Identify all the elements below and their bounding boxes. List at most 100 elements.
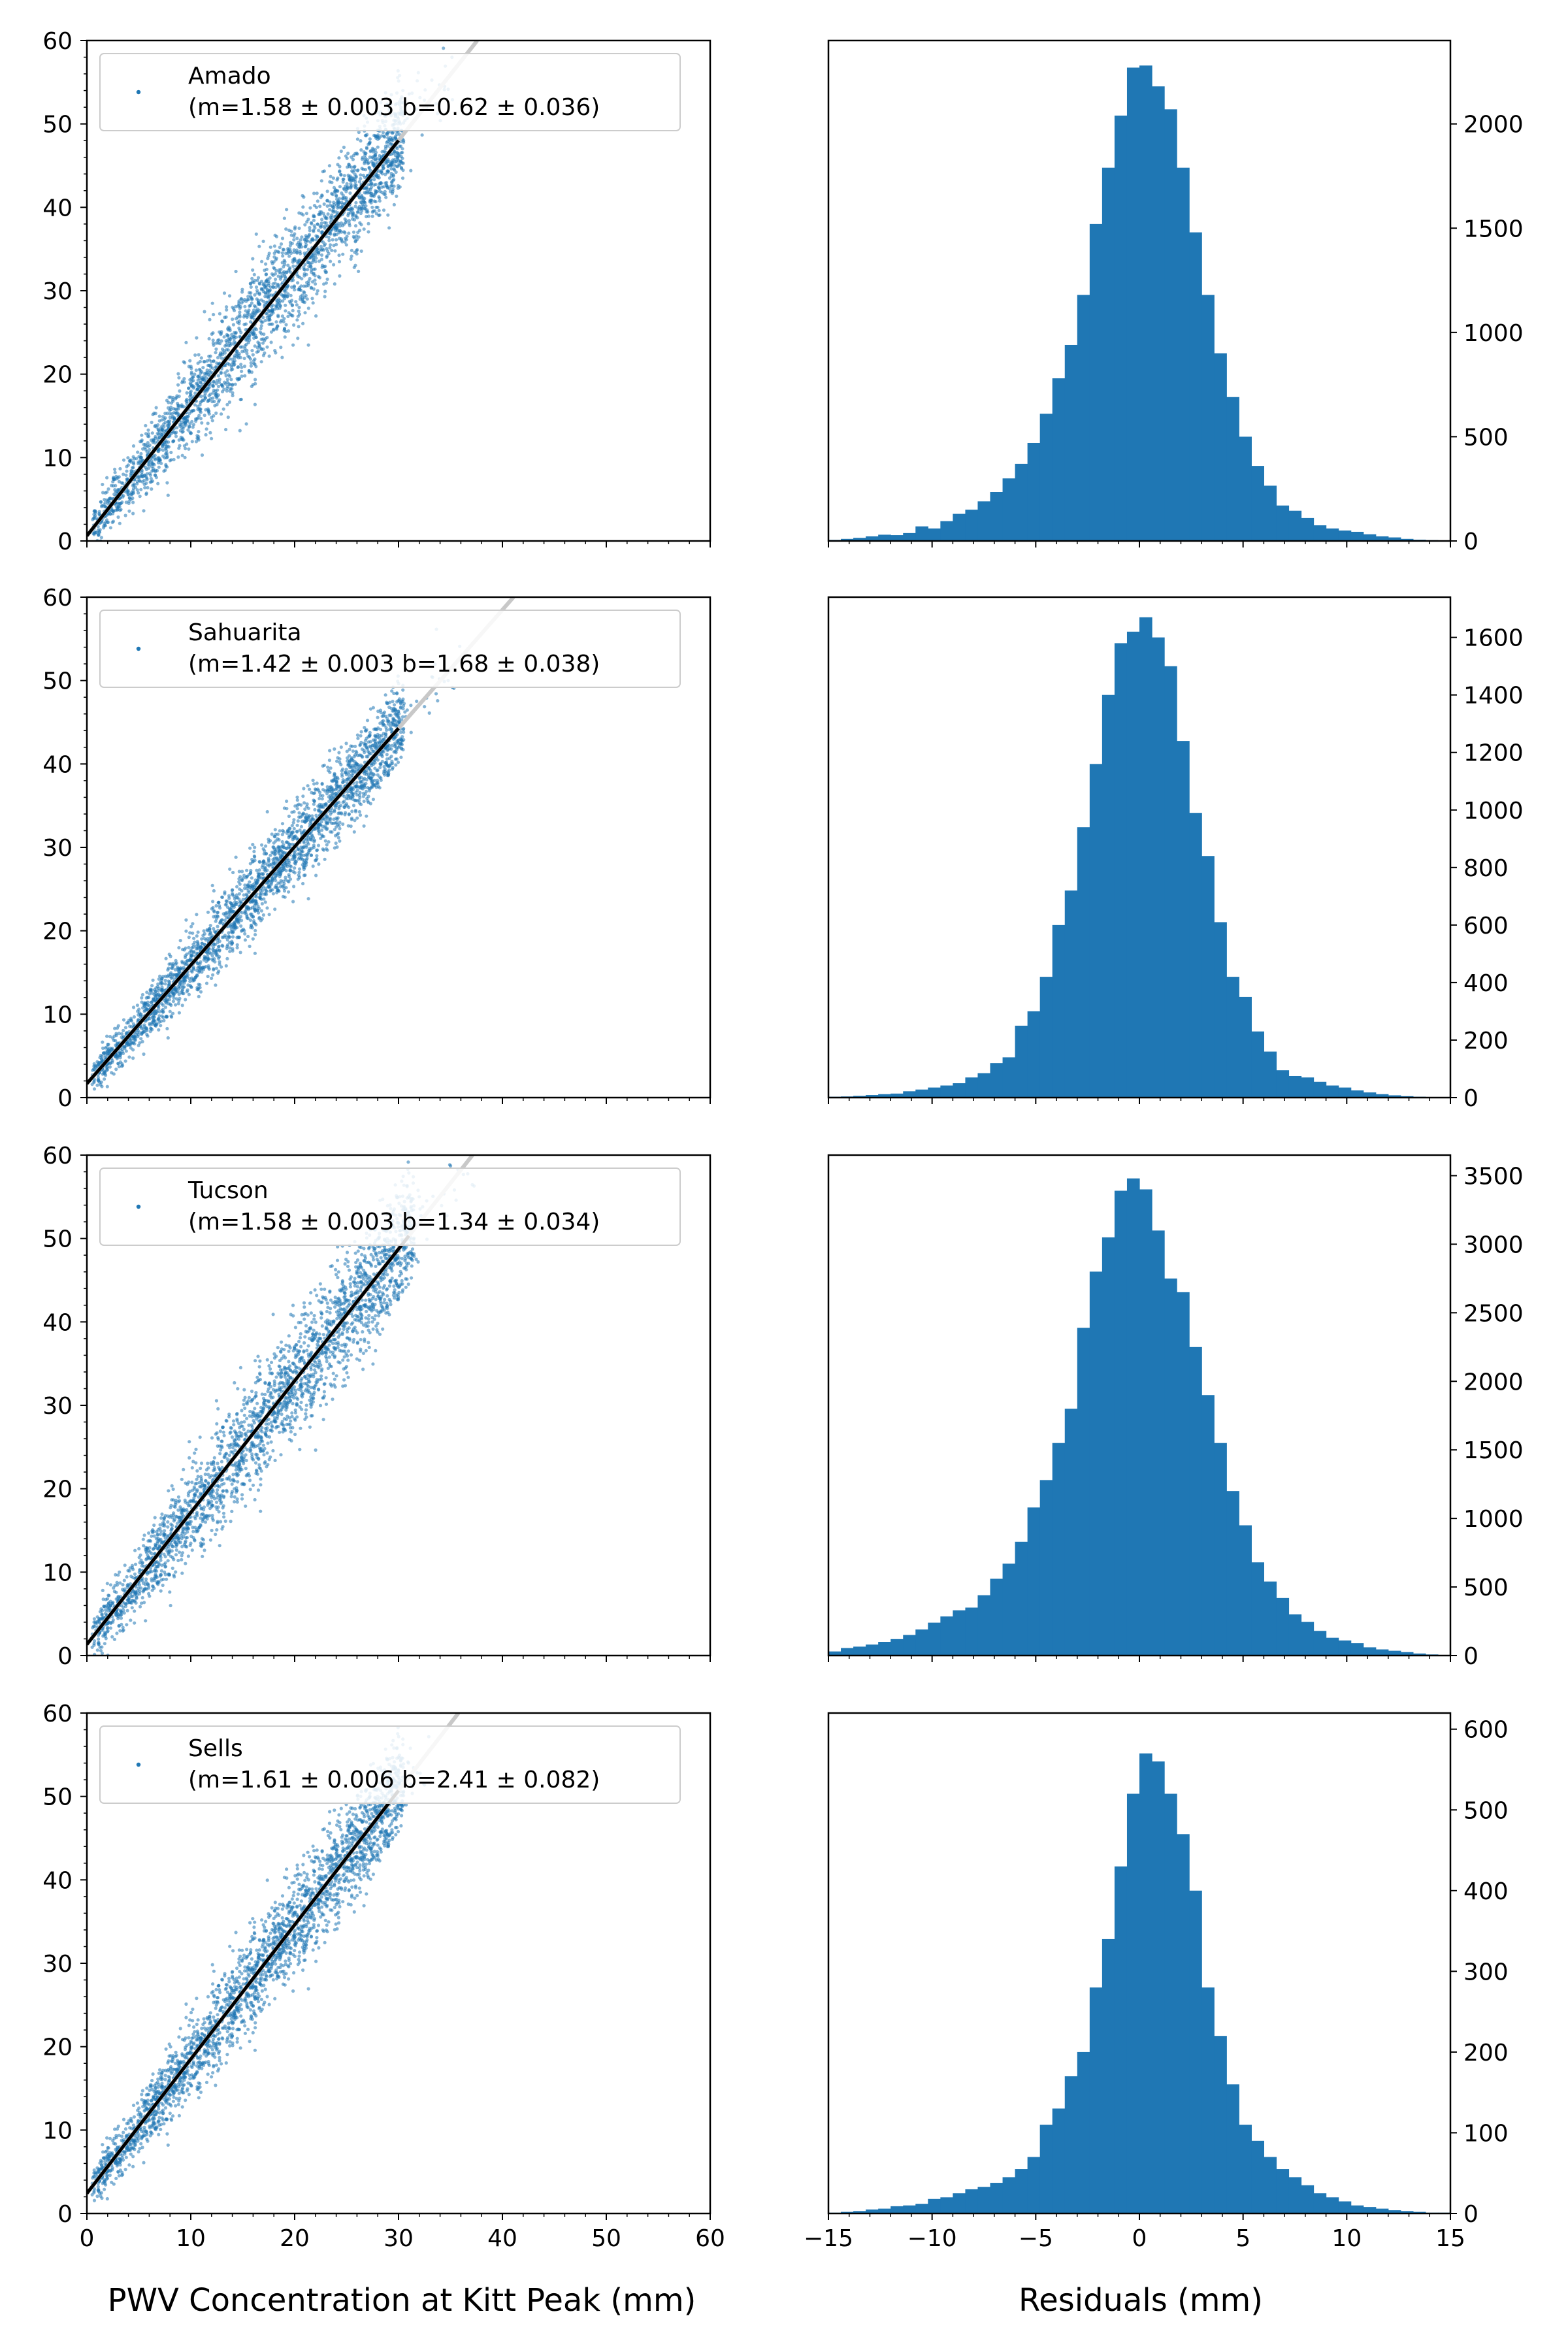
scatter-point [329,830,333,834]
scatter-point [261,316,265,319]
scatter-point [286,247,290,251]
scatter-point [195,417,199,421]
histogram-bar [940,521,953,541]
scatter-point [211,900,215,904]
scatter-point [344,243,348,247]
scatter-point [193,403,197,407]
scatter-point [311,778,315,782]
scatter-point [310,297,314,301]
scatter-point [397,154,400,158]
scatter-point [254,285,259,289]
histogram-bar [853,538,866,541]
scatter-point [168,459,172,463]
scatter-point [343,813,347,817]
scatter-point [276,299,280,303]
scatter-point [280,261,284,265]
scatter-point [187,936,191,939]
scatter-point [103,498,106,502]
scatter-point [216,945,221,949]
scatter-point [192,936,196,940]
scatter-point [292,257,296,261]
scatter-point [354,175,358,179]
scatter-point [312,791,317,795]
scatter-point [301,881,305,886]
scatter-point [336,836,340,840]
scatter-point [223,371,227,375]
scatter-point [386,165,390,169]
scatter-point [151,412,155,417]
scatter-point [353,239,358,243]
scatter-point [283,273,287,277]
scatter-point [317,862,321,866]
scatter-point [246,311,250,315]
scatter-point [399,155,403,159]
scatter-point [276,881,280,885]
scatter-point [313,808,317,811]
scatter-point [276,324,280,328]
scatter-point [318,791,322,794]
scatter-point [360,157,365,161]
scatter-point [171,1011,175,1015]
scatter-point [363,133,368,137]
scatter-point [273,828,277,832]
scatter-point [347,806,351,809]
scatter-point [169,994,172,998]
scatter-point [415,699,419,703]
scatter-point [140,458,144,463]
scatter-point [216,355,220,360]
scatter-point [261,287,265,291]
scatter-point [248,880,252,884]
scatter-point [164,446,168,450]
scatter-point [331,238,335,242]
scatter-point [184,340,188,344]
scatter-point [240,374,244,378]
scatter-point [274,304,278,308]
scatter-point [357,229,362,233]
y-tick-label: 60 [42,28,73,55]
scatter-point [401,747,405,752]
scatter-point [157,457,161,461]
scatter-point [291,264,295,268]
scatter-point [165,465,169,469]
scatter-point [220,895,224,899]
scatter-point [199,410,203,414]
scatter-point [137,479,141,483]
scatter-point [314,256,318,260]
scatter-point [361,199,366,203]
scatter-point [216,338,220,342]
scatter-point [336,201,340,204]
scatter-point [259,348,263,351]
scatter-point [376,205,380,209]
histogram-bar [1126,67,1140,542]
scatter-point [244,322,248,326]
scatter-point [354,184,358,188]
scatter-point [157,435,161,440]
scatter-point [96,525,100,529]
scatter-point [263,285,267,289]
scatter-point [347,163,351,167]
scatter-point [241,299,245,303]
scatter-point [368,169,372,172]
scatter-point [225,386,229,390]
scatter-point [204,938,208,942]
scatter-point [355,137,360,141]
scatter-point [289,869,293,873]
scatter-point [234,269,238,274]
scatter-point [229,368,233,372]
scatter-point [347,773,351,777]
scatter-point [204,427,208,431]
scatter-point [378,727,383,731]
scatter-point [177,438,181,442]
histogram-bar [1139,65,1152,542]
scatter-point [105,518,109,522]
scatter-point [353,204,357,208]
scatter-point [160,418,164,422]
scatter-point [156,482,160,485]
scatter-point [295,804,299,808]
scatter-point [399,730,403,734]
scatter-point [274,320,278,324]
histogram-bar [1077,295,1090,541]
scatter-point [169,408,173,412]
scatter-point [344,802,349,806]
scatter-point [218,378,221,382]
